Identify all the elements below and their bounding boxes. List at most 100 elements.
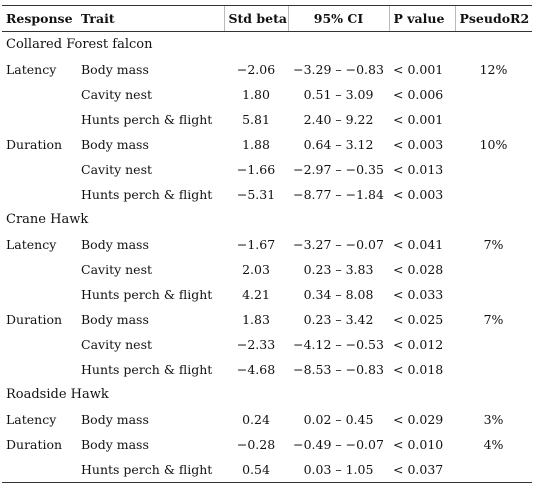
cell-pseudo-r2	[455, 357, 532, 382]
cell-std-beta: −2.06	[236, 62, 276, 77]
cell-response: Duration	[6, 137, 63, 152]
cell-trait: Hunts perch & flight	[81, 187, 213, 202]
table-row: Hunts perch & flight 4.21 0.34 – 8.08 < 0.0…	[2, 282, 532, 307]
cell-p-value: < 0.028	[393, 262, 444, 277]
cell-p-value: < 0.003	[393, 187, 444, 202]
cell-std-beta: 0.54	[224, 457, 288, 483]
cell-trait: Body mass	[81, 62, 149, 77]
header-trait: Trait	[77, 5, 224, 32]
cell-pseudo-r2: 12%	[479, 62, 508, 77]
cell-response	[2, 457, 77, 483]
cell-trait: Body mass	[81, 237, 149, 252]
cell-trait: Hunts perch & flight	[81, 362, 213, 377]
table-row: Cavity nest 2.03 0.23 – 3.83 < 0.028	[2, 257, 532, 282]
cell-ci: −8.77 – −1.84	[293, 187, 384, 202]
header-response: Response	[2, 5, 77, 32]
species-label: Collared Forest falcon	[6, 37, 153, 52]
cell-p-value: < 0.037	[389, 457, 455, 483]
table-row: Duration Body mass 1.83 0.23 – 3.42 < 0.025 7…	[2, 307, 532, 332]
cell-ci: 0.51 – 3.09	[303, 87, 374, 102]
cell-std-beta: 1.88	[242, 137, 270, 152]
table-row: Hunts perch & flight −4.68 −8.53 – −0.83 < …	[2, 357, 532, 382]
cell-ci: 0.64 – 3.12	[303, 137, 374, 152]
table-row: Latency Body mass −1.67 −3.27 – −0.07 < 0.04…	[2, 232, 532, 257]
cell-std-beta: −4.68	[236, 362, 276, 377]
table-body: Collared Forest falcon Latency Body mass −2…	[2, 32, 532, 483]
cell-std-beta: −2.33	[236, 337, 276, 352]
cell-pseudo-r2: 4%	[483, 437, 504, 452]
cell-response	[2, 332, 77, 357]
cell-std-beta: 0.24	[242, 412, 270, 427]
cell-p-value: < 0.025	[393, 312, 444, 327]
cell-trait: Cavity nest	[81, 262, 153, 277]
header-p-value: P value	[388, 5, 455, 32]
cell-ci: −2.97 – −0.35	[293, 162, 384, 177]
cell-ci: 0.34 – 8.08	[303, 287, 374, 302]
cell-ci: 0.02 – 0.45	[303, 412, 374, 427]
cell-std-beta: 1.80	[242, 87, 270, 102]
cell-pseudo-r2	[455, 257, 532, 282]
cell-response: Duration	[6, 312, 63, 327]
species-label: Crane Hawk	[6, 212, 89, 227]
cell-pseudo-r2	[455, 107, 532, 132]
cell-ci: −0.49 – −0.07	[293, 437, 384, 452]
cell-pseudo-r2	[455, 282, 532, 307]
cell-p-value: < 0.041	[393, 237, 444, 252]
table-row: Hunts perch & flight 0.54 0.03 – 1.05 < 0.0…	[2, 457, 532, 483]
cell-ci: −3.29 – −0.83	[293, 62, 384, 77]
cell-p-value: < 0.033	[393, 287, 444, 302]
cell-trait: Hunts perch & flight	[77, 457, 224, 483]
species-row: Roadside Hawk	[2, 382, 532, 407]
cell-std-beta: 4.21	[242, 287, 270, 302]
cell-p-value: < 0.001	[393, 112, 444, 127]
species-label: Roadside Hawk	[6, 387, 109, 402]
cell-p-value: < 0.001	[393, 62, 444, 77]
cell-response	[2, 82, 77, 107]
cell-trait: Body mass	[81, 137, 149, 152]
cell-std-beta: −5.31	[236, 187, 276, 202]
table-row: Hunts perch & flight 5.81 2.40 – 9.22 < 0.0…	[2, 107, 532, 132]
table-row: Hunts perch & flight −5.31 −8.77 – −1.84 < …	[2, 182, 532, 207]
cell-response	[2, 107, 77, 132]
cell-std-beta: 1.83	[242, 312, 270, 327]
cell-p-value: < 0.018	[393, 362, 444, 377]
cell-response	[2, 157, 77, 182]
cell-pseudo-r2	[455, 82, 532, 107]
cell-trait: Body mass	[81, 312, 149, 327]
table-row: Cavity nest −1.66 −2.97 – −0.35 < 0.013	[2, 157, 532, 182]
cell-p-value: < 0.003	[393, 137, 444, 152]
cell-pseudo-r2	[455, 332, 532, 357]
results-table: Response Trait Std beta 95% CI P value P…	[2, 5, 532, 483]
cell-trait: Cavity nest	[81, 162, 153, 177]
cell-trait: Cavity nest	[81, 337, 153, 352]
cell-pseudo-r2	[455, 157, 532, 182]
cell-response: Latency	[6, 62, 57, 77]
cell-std-beta: 2.03	[242, 262, 270, 277]
cell-std-beta: −1.66	[236, 162, 276, 177]
cell-trait: Cavity nest	[81, 87, 153, 102]
header-pseudo-r2: PseudoR2	[454, 5, 532, 32]
cell-trait: Hunts perch & flight	[81, 112, 213, 127]
cell-pseudo-r2: 7%	[483, 312, 504, 327]
cell-p-value: < 0.012	[393, 337, 444, 352]
header-row: Response Trait Std beta 95% CI P value P…	[2, 5, 532, 32]
cell-response: Duration	[6, 437, 63, 452]
header-ci: 95% CI	[287, 5, 389, 32]
cell-ci: 0.23 – 3.83	[303, 262, 374, 277]
cell-trait: Body mass	[81, 412, 149, 427]
cell-p-value: < 0.029	[393, 412, 444, 427]
cell-response: Latency	[6, 237, 57, 252]
cell-p-value: < 0.013	[393, 162, 444, 177]
species-row: Collared Forest falcon	[2, 32, 532, 58]
cell-p-value: < 0.006	[393, 87, 444, 102]
cell-pseudo-r2: 3%	[483, 412, 504, 427]
cell-pseudo-r2: 7%	[483, 237, 504, 252]
cell-pseudo-r2	[455, 457, 532, 483]
cell-ci: 2.40 – 9.22	[303, 112, 374, 127]
cell-ci: −3.27 – −0.07	[293, 237, 384, 252]
cell-response	[2, 182, 77, 207]
cell-response: Latency	[6, 412, 57, 427]
table-row: Duration Body mass 1.88 0.64 – 3.12 < 0.003 1…	[2, 132, 532, 157]
cell-trait: Body mass	[81, 437, 149, 452]
